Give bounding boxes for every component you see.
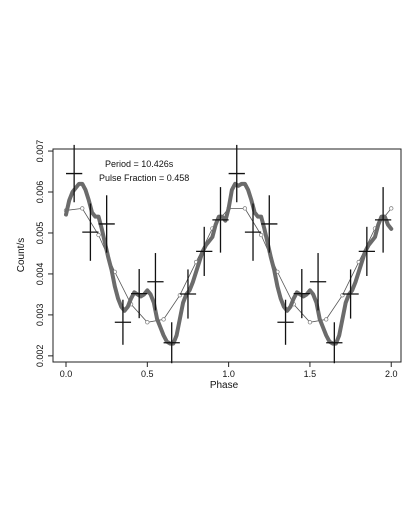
data-point xyxy=(244,203,262,261)
x-tick-label: 1.5 xyxy=(304,369,317,379)
model-marker xyxy=(324,317,329,322)
model-marker xyxy=(258,232,264,238)
y-tick-label: 0.002 xyxy=(35,345,45,368)
x-tick-label: 2.0 xyxy=(385,369,398,379)
data-point xyxy=(309,253,327,311)
smoothed-curve xyxy=(64,181,394,346)
data-point xyxy=(98,195,115,253)
model-marker xyxy=(161,317,166,322)
data-point xyxy=(342,269,359,319)
y-tick-label: 0.004 xyxy=(35,263,45,286)
x-axis: 0.0 0.5 1.0 1.5 2.0 xyxy=(60,362,398,379)
x-tick-label: 0.0 xyxy=(60,369,73,379)
plot-frame xyxy=(52,148,402,363)
series-layer xyxy=(63,144,394,364)
data-point xyxy=(326,322,343,364)
model-marker xyxy=(307,320,313,325)
x-axis-label: Phase xyxy=(210,380,239,391)
data-point xyxy=(358,226,375,276)
y-tick-label: 0.003 xyxy=(35,304,45,327)
y-axis: 0.002 0.003 0.004 0.005 0.006 0.007 xyxy=(35,140,53,367)
data-point xyxy=(147,253,164,311)
y-tick-label: 0.005 xyxy=(35,222,45,245)
model-marker xyxy=(80,206,85,211)
data-point xyxy=(82,203,99,261)
data-point xyxy=(293,269,310,319)
x-tick-label: 0.5 xyxy=(141,369,154,379)
model-curve xyxy=(65,207,392,323)
data-point xyxy=(114,299,132,345)
annotation-pulse-fraction: Pulse Fraction = 0.458 xyxy=(99,173,189,183)
data-point xyxy=(212,187,229,253)
data-point xyxy=(66,144,83,203)
model-marker xyxy=(145,320,150,325)
x-tick-label: 1.0 xyxy=(222,369,235,379)
annotation-period: Period = 10.426s xyxy=(105,159,174,169)
model-marker xyxy=(96,232,101,238)
data-point xyxy=(163,322,180,364)
y-tick-label: 0.006 xyxy=(35,181,45,204)
data-point xyxy=(228,144,245,203)
data-point xyxy=(261,195,278,253)
data-point xyxy=(277,299,294,345)
data-point xyxy=(196,226,213,276)
model-marker xyxy=(242,206,248,211)
model-marker xyxy=(389,206,394,211)
data-point xyxy=(131,269,148,319)
y-axis-label: Count/s xyxy=(16,238,27,272)
y-tick-label: 0.007 xyxy=(35,140,45,163)
data-point xyxy=(179,269,197,319)
data-point xyxy=(374,187,392,253)
